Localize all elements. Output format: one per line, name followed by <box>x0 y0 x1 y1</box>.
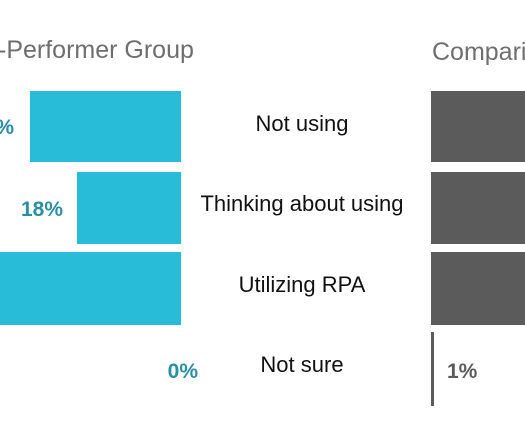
right-bar-not-sure <box>431 332 434 406</box>
category-label-not-sure: Not sure <box>260 352 343 377</box>
left-value-label-thinking-about-using: 18% <box>21 198 63 221</box>
right-group-title: Comparis <box>432 38 525 66</box>
left-bar-thinking-about-using <box>77 172 181 244</box>
chart-rows: Not using% Thinking about using 18% Utilizi… <box>0 91 525 406</box>
right-bar-not-using <box>431 91 525 162</box>
left-bar-utilizing-rpa <box>0 252 181 325</box>
category-label-utilizing-rpa: Utilizing RPA <box>239 272 366 297</box>
right-bar-utilizing-rpa <box>431 252 525 325</box>
category-label-thinking-about-using: Thinking about using <box>200 191 403 216</box>
right-value-label-not-sure: 1% <box>447 360 478 383</box>
left-value-label-not-using: % <box>0 116 14 139</box>
left-value-label-not-sure: 0% <box>168 360 199 383</box>
left-bar-not-using <box>30 91 181 162</box>
right-bar-thinking-about-using <box>431 172 525 244</box>
left-group-title: -Performer Group <box>0 36 194 64</box>
category-label-not-using: Not using <box>256 111 349 136</box>
